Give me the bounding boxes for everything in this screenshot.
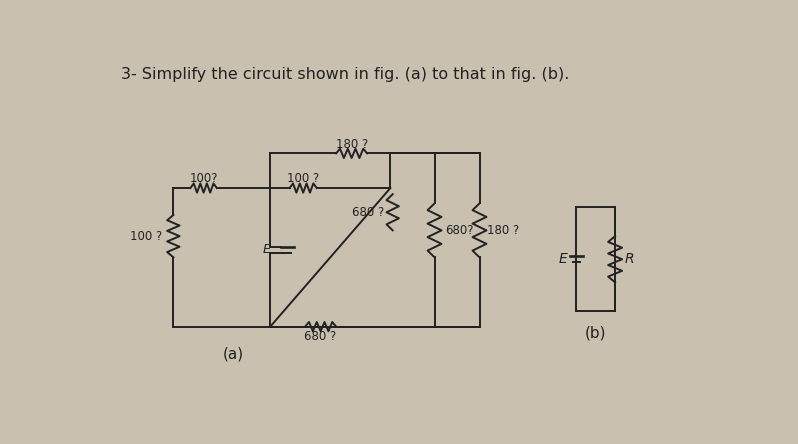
Text: (b): (b) — [585, 325, 606, 340]
Text: E: E — [559, 252, 567, 266]
Text: 3- Simplify the circuit shown in fig. (a) to that in fig. (b).: 3- Simplify the circuit shown in fig. (a… — [121, 67, 570, 82]
Text: 100 ?: 100 ? — [130, 230, 162, 243]
Text: 680 ?: 680 ? — [305, 330, 337, 343]
Text: 100?: 100? — [189, 171, 218, 185]
Text: 180 ?: 180 ? — [488, 224, 519, 237]
Text: 680?: 680? — [444, 224, 473, 237]
Text: (a): (a) — [223, 346, 244, 361]
Text: E: E — [263, 243, 271, 256]
Text: 100 ?: 100 ? — [287, 171, 319, 185]
Text: 680 ?: 680 ? — [352, 206, 384, 219]
Text: R: R — [624, 252, 634, 266]
Text: 180 ?: 180 ? — [335, 138, 368, 151]
